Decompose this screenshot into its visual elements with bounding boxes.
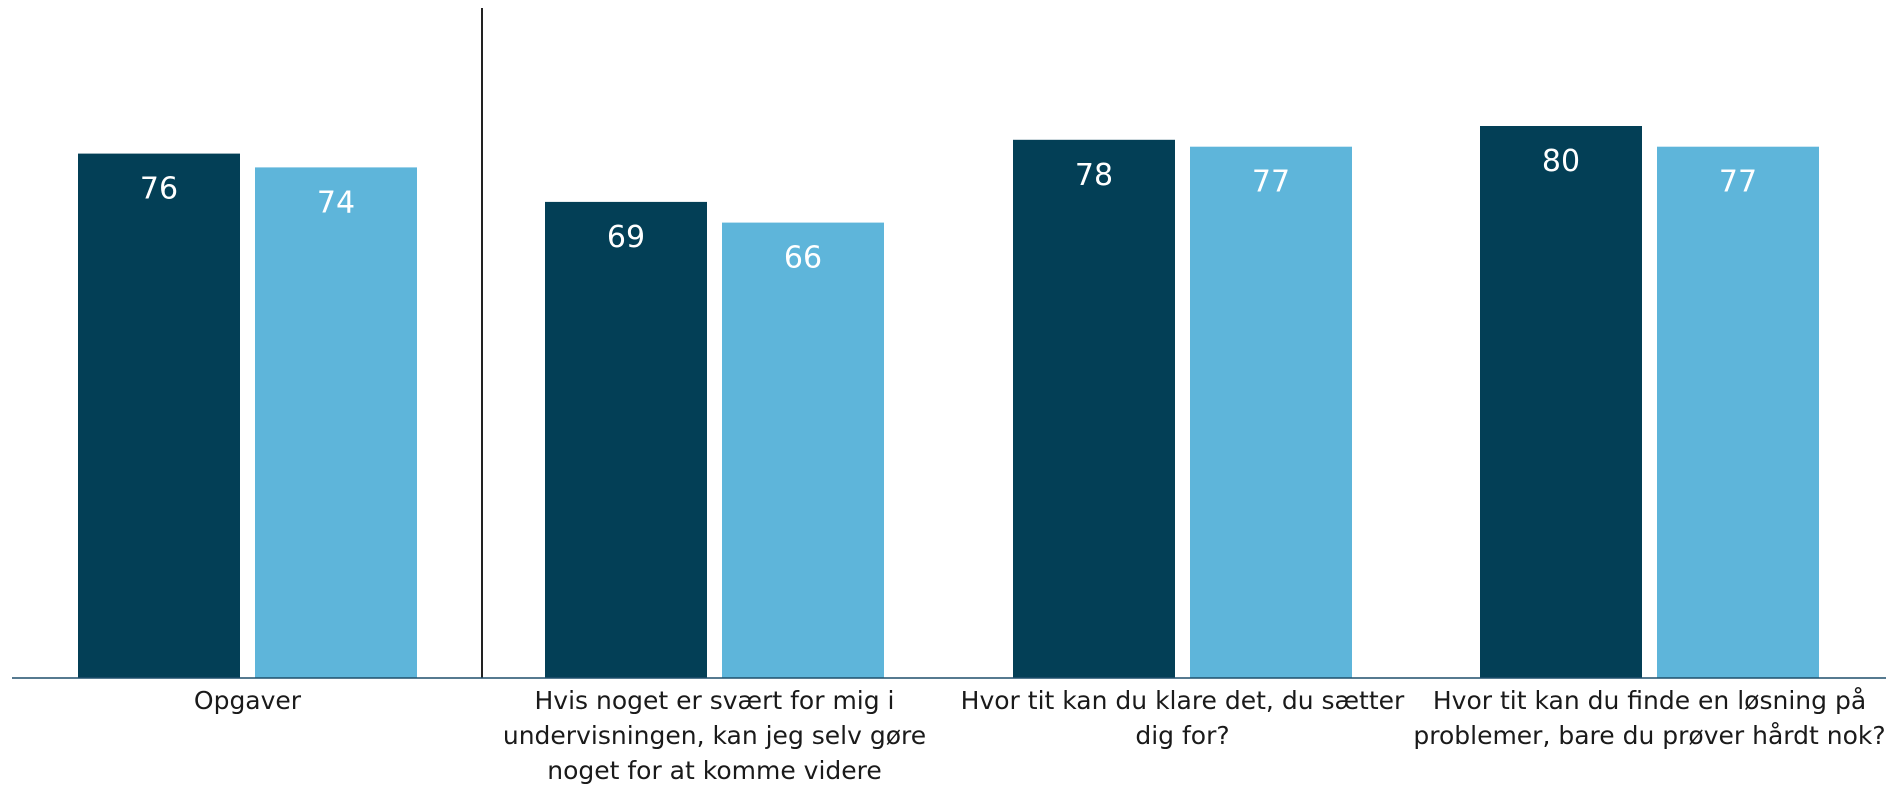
- category-label-2-line-2: undervisningen, kan jeg selv gøre: [503, 721, 926, 750]
- category-label-4: Hvor tit kan du finde en løsning på probl…: [1413, 686, 1885, 750]
- category-label-4-line-1: Hvor tit kan du finde en løsning på: [1433, 686, 1866, 715]
- bar-s1-c1: [78, 153, 240, 679]
- bar-s2-c1: [255, 167, 417, 678]
- category-label-1: Opgaver: [194, 686, 302, 715]
- bars-group: [78, 126, 1819, 679]
- value-label-s2-c1: 74: [317, 185, 355, 220]
- bar-s2-c2: [722, 222, 884, 678]
- category-labels-group: Opgaver Hvis noget er svært for mig i unde…: [194, 686, 1886, 785]
- bar-s1-c2: [545, 201, 707, 678]
- value-label-s1-c1: 76: [140, 172, 178, 207]
- value-label-s1-c2: 69: [607, 220, 645, 255]
- value-label-s2-c4: 77: [1719, 165, 1757, 200]
- category-label-3-line-1: Hvor tit kan du klare det, du sætter: [961, 686, 1405, 715]
- value-labels-group: 76 69 78 80 74 66 77 77: [140, 144, 1757, 276]
- value-label-s2-c3: 77: [1252, 165, 1290, 200]
- category-label-2: Hvis noget er svært for mig i undervisnin…: [503, 686, 926, 785]
- bar-s1-c3: [1013, 139, 1175, 679]
- category-label-4-line-2: problemer, bare du prøver hårdt nok?: [1413, 721, 1885, 750]
- category-label-3: Hvor tit kan du klare det, du sætter dig …: [961, 686, 1405, 750]
- value-label-s2-c2: 66: [784, 241, 822, 276]
- category-label-3-line-2: dig for?: [1135, 721, 1229, 750]
- bar-s1-c4: [1480, 126, 1642, 678]
- category-label-2-line-1: Hvis noget er svært for mig i: [534, 686, 894, 715]
- value-label-s1-c3: 78: [1075, 158, 1113, 193]
- category-label-2-line-3: noget for at komme videre: [547, 756, 882, 785]
- value-label-s1-c4: 80: [1542, 144, 1580, 179]
- category-label-1-line-1: Opgaver: [194, 686, 302, 715]
- bar-s2-c4: [1657, 146, 1819, 678]
- bar-s2-c3: [1190, 146, 1352, 678]
